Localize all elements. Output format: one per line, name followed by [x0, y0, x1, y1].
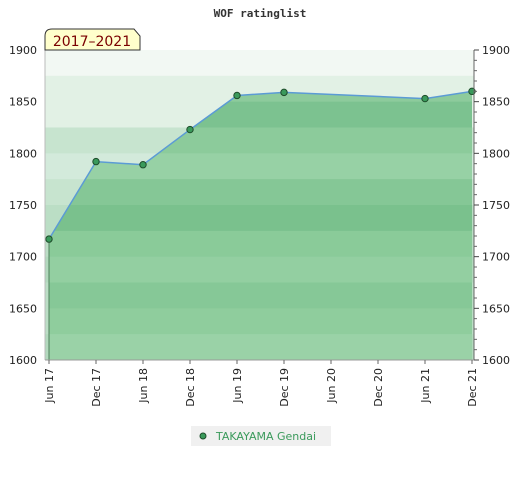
area-band-1	[49, 91, 472, 103]
x-tick-label: Jun 18	[137, 368, 150, 404]
y-tick-label-left: 1600	[9, 354, 37, 367]
band-0	[45, 50, 474, 77]
x-tick-label: Jun 21	[419, 368, 432, 404]
data-point-jun-18	[139, 161, 147, 169]
y-tick-label-right: 1750	[482, 199, 510, 212]
data-point-dec-19	[280, 88, 288, 97]
area-band-9	[49, 282, 472, 309]
series-line-layer	[48, 90, 473, 240]
x-tick-label: Dec 20	[372, 368, 385, 407]
area-fill	[49, 91, 472, 360]
x-tick-label: Dec 18	[184, 368, 197, 407]
x-tick-label: Jun 17	[43, 368, 56, 404]
y-tick-label-right: 1850	[482, 96, 510, 109]
x-tick-label: Dec 17	[90, 368, 103, 407]
y-tick-label-left: 1900	[9, 44, 37, 57]
y-tick-label-left: 1850	[9, 96, 37, 109]
y-tick-label-right: 1800	[482, 147, 510, 160]
y-tick-label-left: 1650	[9, 302, 37, 315]
area-band-7	[49, 230, 472, 258]
x-tick-label: Dec 21	[466, 368, 479, 407]
y-tick-label-right: 1650	[482, 302, 510, 315]
x-tick-label: Jun 19	[231, 368, 244, 404]
data-point-dec-18	[186, 125, 194, 134]
axes: 1600 1600 1650 1650 1700 1700 1750 1750 1800 1800…	[9, 44, 510, 407]
y-tick-label-left: 1800	[9, 147, 37, 160]
data-point-jun-17	[45, 235, 53, 243]
area-fill-layer	[48, 91, 472, 360]
y-tick-label-left: 1700	[9, 251, 37, 264]
area-band-6	[49, 205, 472, 232]
x-tick-label: Jun 20	[325, 368, 338, 404]
y-tick-label-right: 1700	[482, 251, 510, 264]
x-tick-label: Dec 19	[278, 368, 291, 407]
data-point-dec-17	[92, 157, 100, 166]
series-line	[48, 90, 473, 240]
legend-series-name: TAKAYAMA Gendai	[215, 430, 316, 443]
y-tick-label-right: 1600	[482, 354, 510, 367]
data-point-jun-19	[233, 91, 241, 100]
legend-marker	[199, 432, 207, 440]
period-badge: 2017–2021	[44, 28, 141, 51]
area-band-11	[49, 334, 472, 360]
period-label: 2017–2021	[53, 34, 131, 50]
area-band-5	[49, 179, 472, 206]
area-band-8	[49, 256, 472, 283]
data-point-jun-21	[421, 94, 429, 103]
legend: TAKAYAMA Gendai	[191, 426, 331, 446]
y-tick-label-left: 1750	[9, 199, 37, 212]
area-band-10	[49, 308, 472, 335]
y-tick-label-right: 1900	[482, 44, 510, 57]
chart-title: WOF ratinglist	[214, 7, 307, 20]
point-markers	[45, 87, 476, 243]
